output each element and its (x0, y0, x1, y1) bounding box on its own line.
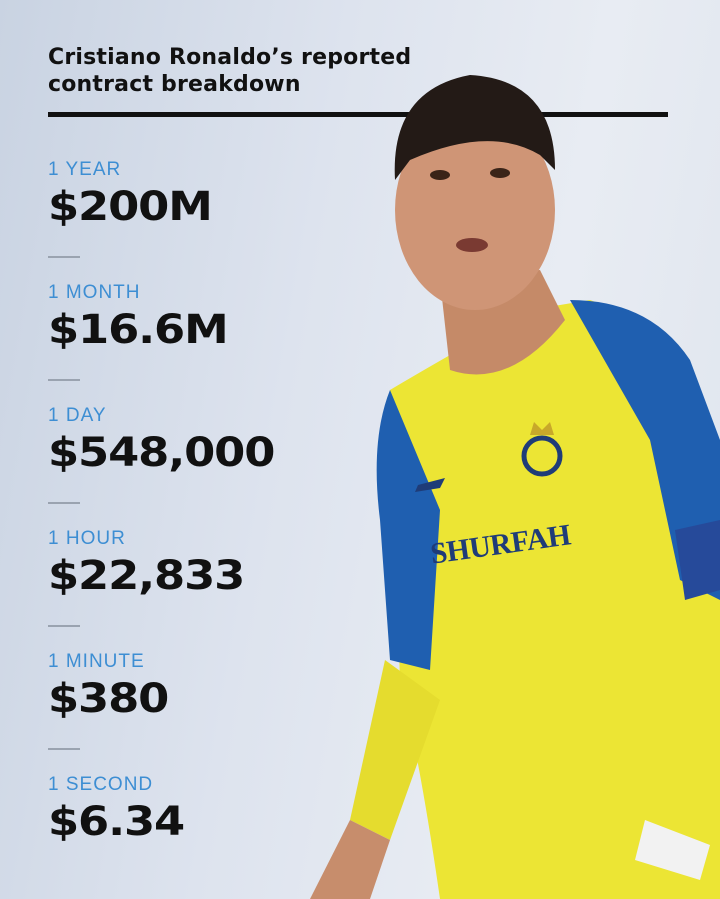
title-line-2: contract breakdown (48, 72, 301, 97)
period-label: 1 DAY (48, 405, 107, 426)
breakdown-item-month: 1 MONTH $16.6M (48, 281, 250, 404)
period-label: 1 YEAR (48, 159, 122, 180)
right-eye (490, 168, 510, 178)
amount-value: $16.6M (48, 307, 229, 353)
left-eye (430, 170, 450, 180)
left-hand (310, 820, 390, 899)
hair (394, 75, 555, 180)
item-divider (48, 625, 80, 627)
item-divider (48, 748, 80, 750)
period-label: 1 MONTH (48, 282, 141, 303)
jersey-body (390, 300, 720, 899)
item-divider (48, 379, 80, 381)
period-label: 1 SECOND (48, 774, 154, 795)
item-divider (48, 256, 80, 258)
jersey-left-forearm (350, 660, 440, 840)
kit-maker-logo-icon (415, 478, 445, 492)
breakdown-item-year: 1 YEAR $200M (48, 158, 250, 281)
breakdown-item-hour: 1 HOUR $22,833 (48, 527, 250, 650)
period-label: 1 MINUTE (48, 651, 145, 672)
breakdown-item-minute: 1 MINUTE $380 (48, 650, 250, 773)
item-divider (48, 502, 80, 504)
club-crest-icon (521, 435, 563, 477)
jersey-left-sleeve (376, 390, 440, 670)
player-photo (310, 75, 720, 899)
period-label: 1 HOUR (48, 528, 126, 549)
amount-value: $548,000 (48, 430, 275, 476)
breakdown-item-second: 1 SECOND $6.34 (48, 773, 250, 896)
amount-value: $22,833 (48, 553, 245, 599)
head (395, 110, 555, 310)
page-title: Cristiano Ronaldo’s reported contract br… (48, 44, 411, 98)
jersey-right-sleeve (570, 300, 720, 600)
title-divider (48, 112, 668, 117)
amount-value: $380 (48, 676, 169, 722)
armband (675, 520, 720, 600)
breakdown-list: 1 YEAR $200M 1 MONTH $16.6M 1 DAY $548,0… (48, 158, 275, 896)
amount-value: $200M (48, 184, 213, 230)
amount-value: $6.34 (48, 799, 185, 845)
right-wrist (635, 820, 710, 880)
crown-icon (530, 422, 554, 435)
breakdown-item-day: 1 DAY $548,000 (48, 404, 275, 527)
title-line-1: Cristiano Ronaldo’s reported (48, 45, 412, 70)
mouth (456, 238, 488, 252)
